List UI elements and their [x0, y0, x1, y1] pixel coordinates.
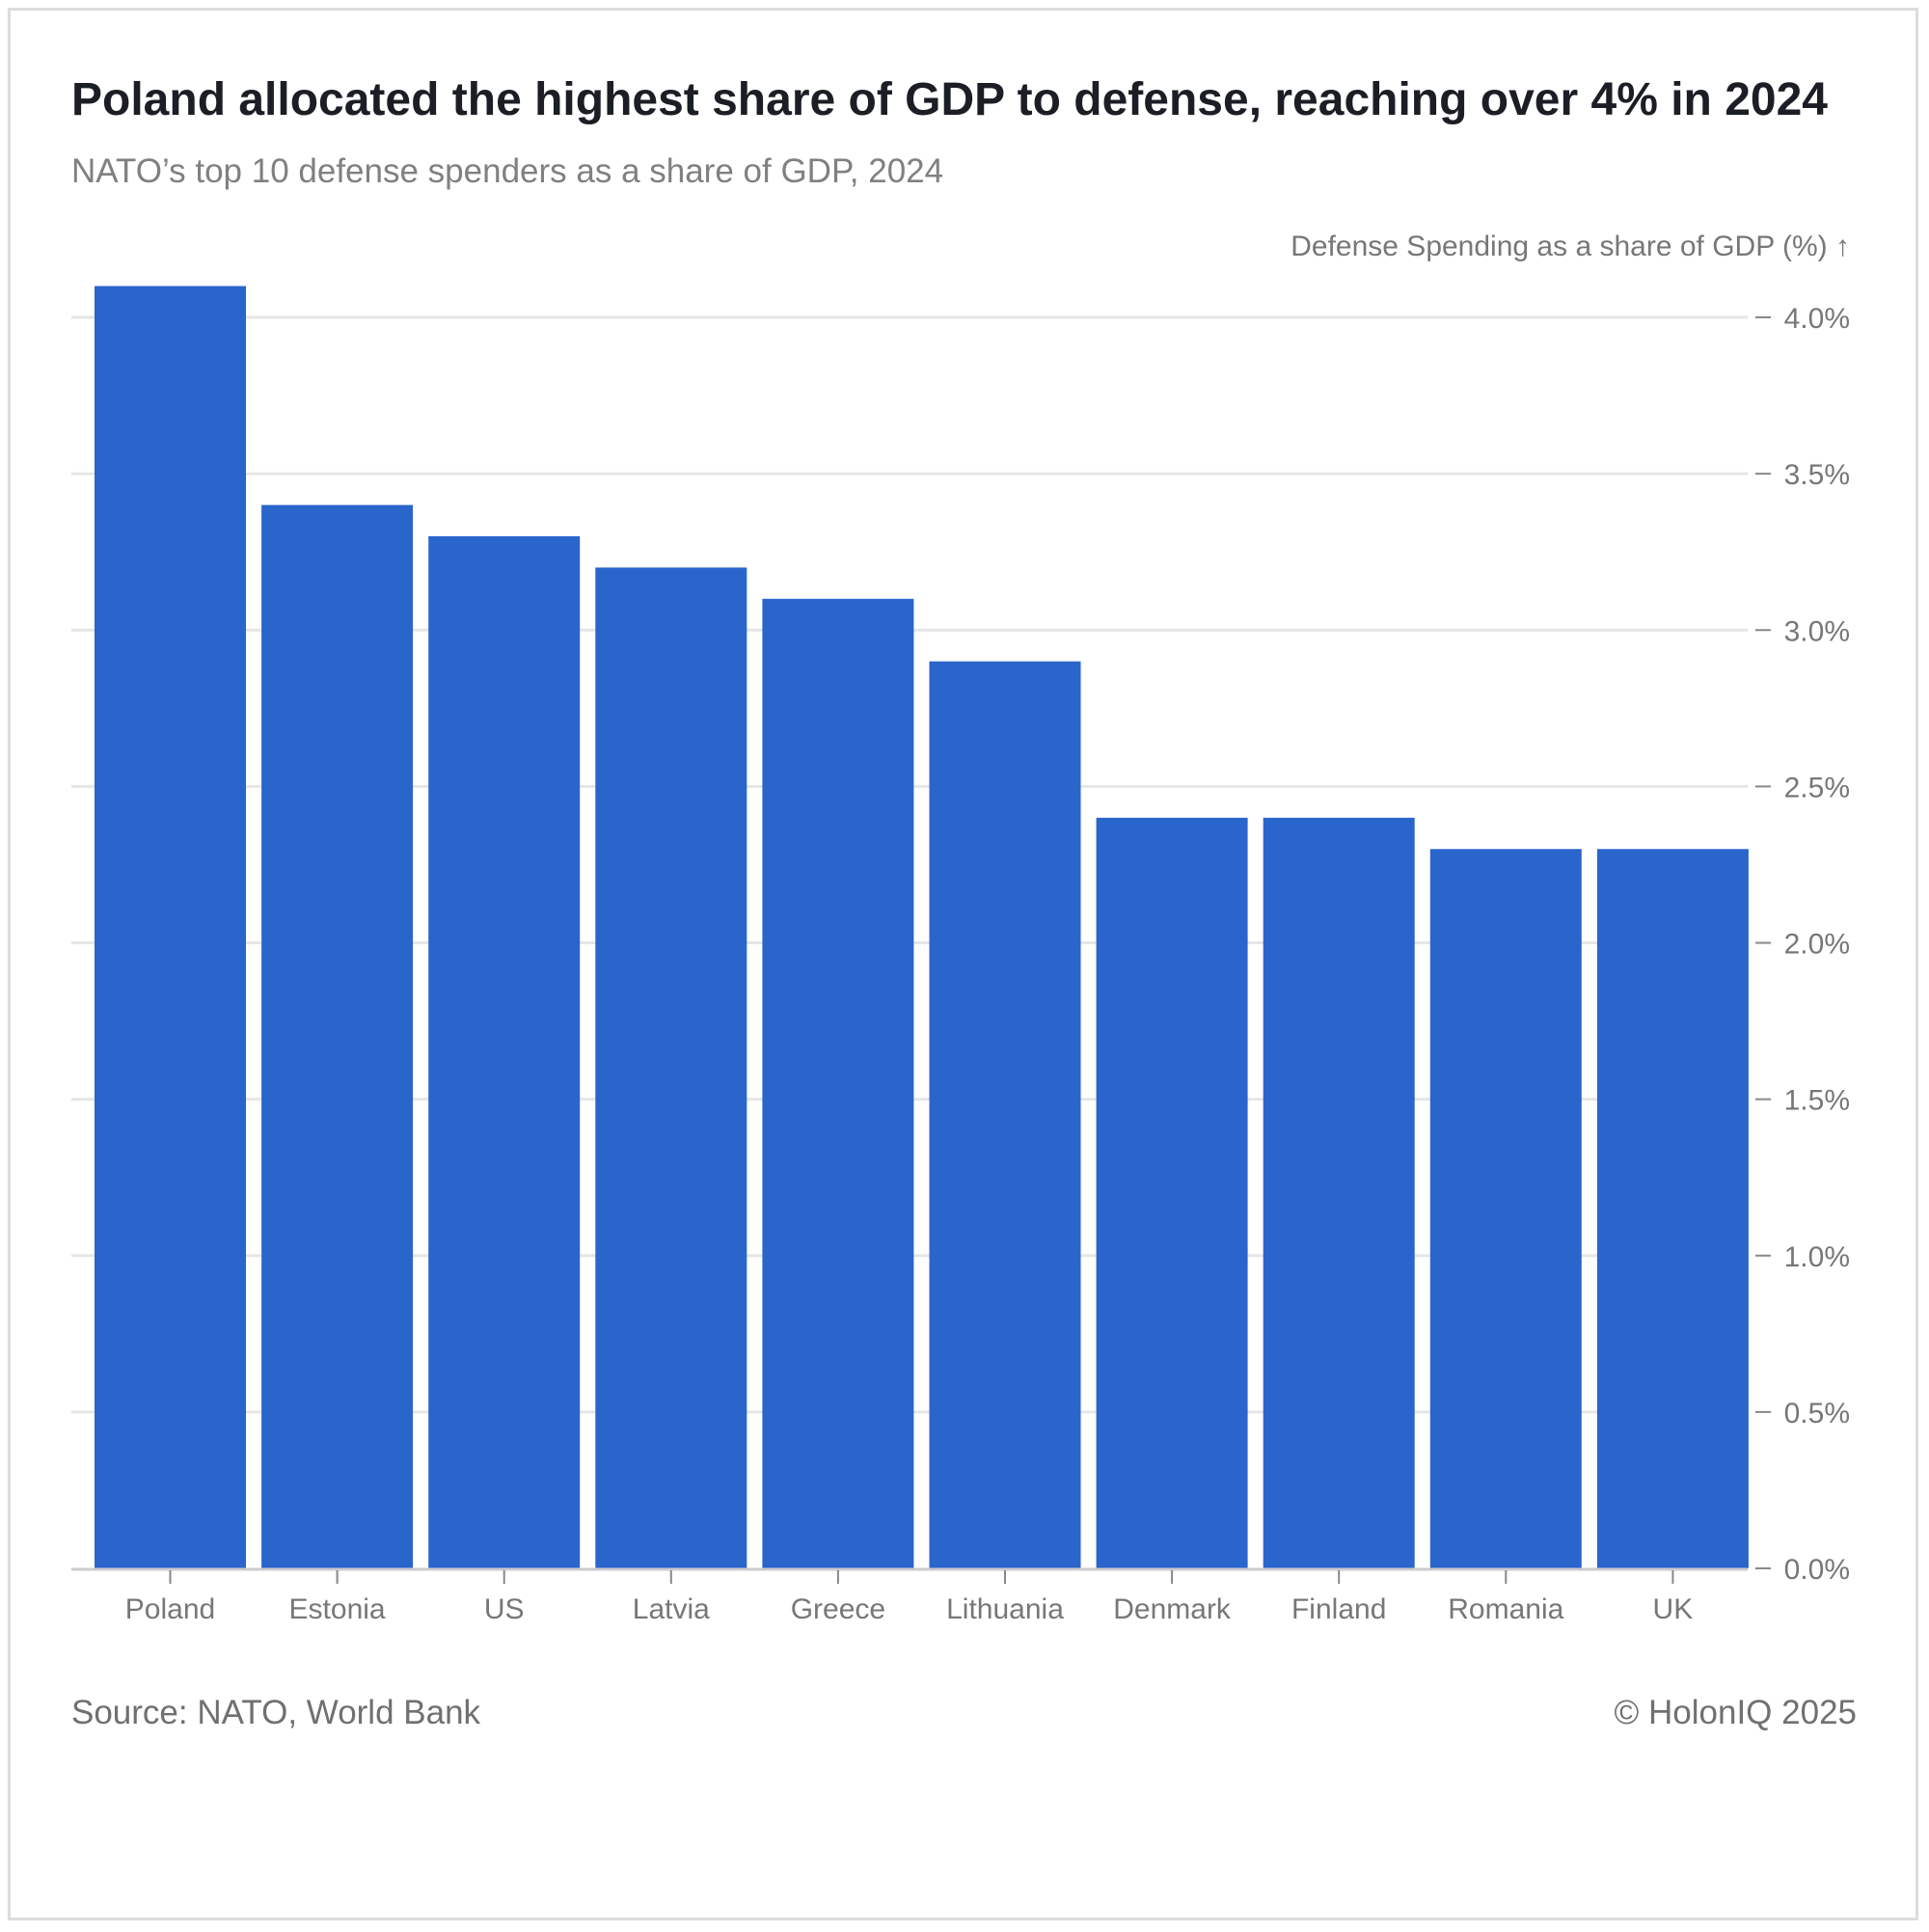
y-tick-label: 2.0%: [1784, 929, 1850, 961]
bar-us: [428, 535, 581, 1568]
copyright-note: © HolonIQ 2025: [1614, 1694, 1858, 1731]
y-tick-label: 4.0%: [1784, 303, 1850, 335]
y-axis: 0.0% 0.5% 1.0% 1.5% 2.0% 2.5% 3.0% 3.5% 4.0%: [1755, 303, 1850, 1586]
y-tick-label: 0.5%: [1784, 1398, 1850, 1429]
x-tick-label: Greece: [791, 1593, 885, 1625]
x-tick-label: Poland: [125, 1593, 215, 1625]
x-tick-label: Estonia: [289, 1593, 386, 1625]
y-tick-label: 1.0%: [1784, 1241, 1850, 1273]
x-tick-label: UK: [1653, 1593, 1694, 1625]
bar-latvia: [595, 567, 747, 1568]
y-tick-label: 2.5%: [1784, 772, 1850, 803]
source-note: Source: NATO, World Bank: [71, 1694, 481, 1731]
bar-poland: [95, 286, 246, 1569]
chart-subtitle: NATO’s top 10 defense spenders as a shar…: [71, 152, 944, 190]
chart-title: Poland allocated the highest share of GD…: [71, 74, 1828, 125]
y-tick-label: 3.5%: [1784, 459, 1850, 491]
x-tick-label: Lithuania: [946, 1593, 1064, 1625]
bar-uk: [1596, 849, 1749, 1568]
bars: [95, 286, 1749, 1569]
x-tick-label: Denmark: [1113, 1593, 1232, 1625]
y-tick-label: 1.5%: [1784, 1085, 1850, 1117]
x-tick-label: Latvia: [633, 1593, 710, 1625]
y-tick-label: 3.0%: [1784, 615, 1850, 647]
bar-denmark: [1096, 817, 1248, 1568]
y-tick-label: 0.0%: [1784, 1554, 1850, 1586]
bar-finland: [1263, 817, 1415, 1568]
bar-romania: [1429, 849, 1582, 1568]
x-tick-label: Finland: [1291, 1593, 1386, 1625]
y-axis-title: Defense Spending as a share of GDP (%) ↑: [1291, 231, 1850, 262]
x-tick-label: US: [484, 1593, 525, 1625]
x-axis: Poland Estonia US Latvia Greece Lithuania Denm…: [71, 1567, 1748, 1625]
bar-lithuania: [929, 661, 1081, 1568]
bar-greece: [762, 598, 914, 1568]
x-tick-label: Romania: [1448, 1593, 1563, 1625]
bar-estonia: [261, 504, 414, 1568]
